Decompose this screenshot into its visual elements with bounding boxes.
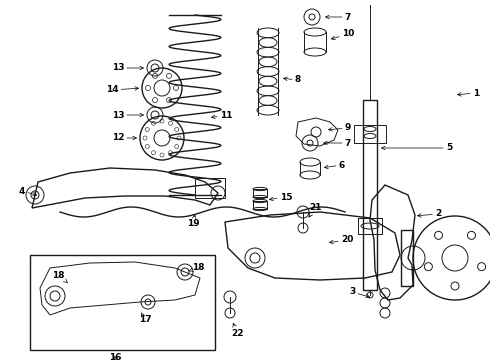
Bar — [401, 230, 413, 286]
Text: 18: 18 — [52, 270, 68, 283]
Bar — [354, 125, 386, 143]
Text: 4: 4 — [19, 186, 37, 196]
Text: 14: 14 — [106, 85, 139, 94]
Bar — [363, 100, 377, 290]
Text: 15: 15 — [270, 193, 292, 202]
Text: 8: 8 — [284, 76, 301, 85]
Text: 6: 6 — [324, 161, 345, 170]
Text: 5: 5 — [382, 144, 452, 153]
Text: 16: 16 — [109, 354, 121, 360]
Text: 7: 7 — [325, 13, 351, 22]
Text: 13: 13 — [112, 63, 144, 72]
Text: 3: 3 — [349, 288, 369, 298]
Text: 17: 17 — [139, 313, 151, 324]
Text: 13: 13 — [112, 111, 144, 120]
Bar — [195, 178, 225, 198]
Text: 1: 1 — [458, 89, 479, 98]
Bar — [30, 255, 215, 350]
Text: 2: 2 — [417, 210, 441, 219]
Text: 7: 7 — [323, 139, 351, 148]
Text: 11: 11 — [212, 111, 232, 120]
Bar — [358, 218, 382, 234]
Text: 20: 20 — [329, 235, 353, 244]
Text: 19: 19 — [187, 215, 199, 229]
Text: 21: 21 — [309, 203, 321, 217]
Text: 10: 10 — [331, 30, 354, 40]
Text: 12: 12 — [112, 134, 136, 143]
Text: 22: 22 — [231, 323, 243, 338]
Text: 9: 9 — [328, 123, 351, 132]
Text: 18: 18 — [189, 264, 204, 273]
